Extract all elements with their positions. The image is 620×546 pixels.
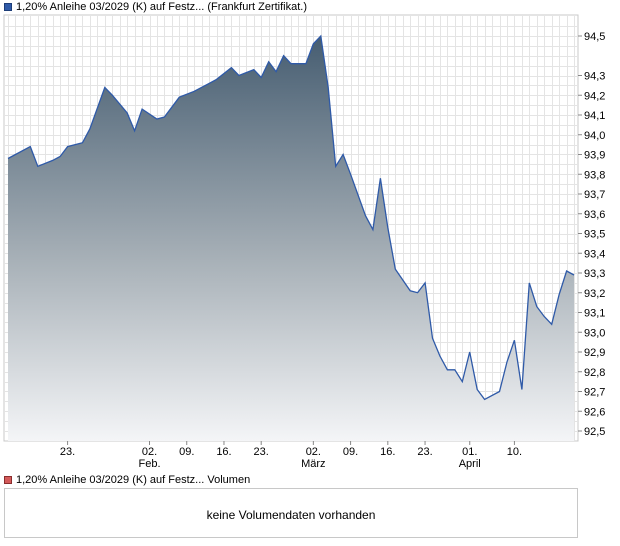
y-tick-label: 93,6	[584, 209, 605, 221]
x-tick-label: 23.	[254, 446, 269, 458]
y-tick-label: 93,1	[584, 308, 605, 320]
price-line	[7, 34, 575, 401]
y-tick-label: 93,8	[584, 169, 605, 181]
x-month-label: April	[459, 458, 481, 470]
x-month-label: Feb.	[138, 458, 160, 470]
price-legend-swatch	[4, 3, 12, 11]
y-tick-label: 93,2	[584, 288, 605, 300]
x-tick-label: 09.	[343, 446, 358, 458]
y-tick-label: 94,2	[584, 90, 605, 102]
y-tick-label: 93,4	[584, 248, 605, 260]
y-tick-label: 93,0	[584, 327, 605, 339]
x-tick-label: 16.	[380, 446, 395, 458]
x-tick-label: 23.	[417, 446, 432, 458]
price-chart: CK94,594,394,294,194,093,993,893,793,693…	[3, 14, 605, 470]
x-tick-label: 10.	[507, 446, 522, 458]
x-tick-label: 02.	[306, 446, 321, 458]
price-legend: 1,20% Anleihe 03/2029 (K) auf Festz... (…	[4, 0, 307, 14]
y-tick-label: 92,5	[584, 426, 605, 438]
y-tick-label: 93,5	[584, 229, 605, 241]
y-tick-label: 93,3	[584, 268, 605, 280]
x-tick-label: 09.	[179, 446, 194, 458]
x-tick-label: 02.	[142, 446, 157, 458]
y-tick-label: 92,7	[584, 387, 605, 399]
y-tick-label: 92,9	[584, 347, 605, 359]
y-tick-label: 92,8	[584, 367, 605, 379]
y-tick-label: 93,7	[584, 189, 605, 201]
price-legend-label: 1,20% Anleihe 03/2029 (K) auf Festz... (…	[16, 1, 308, 13]
volume-legend: 1,20% Anleihe 03/2029 (K) auf Festz... V…	[4, 473, 250, 487]
y-tick-label: 94,5	[584, 31, 605, 43]
y-tick-label: 92,6	[584, 406, 605, 418]
volume-legend-swatch	[4, 476, 12, 484]
x-tick-label: 16.	[216, 446, 231, 458]
y-tick-label: 94,0	[584, 130, 605, 142]
volume-panel: keine Volumendaten vorhanden	[4, 488, 578, 538]
volume-legend-label: 1,20% Anleihe 03/2029 (K) auf Festz... V…	[16, 474, 251, 486]
volume-empty-message: keine Volumendaten vorhanden	[206, 508, 376, 522]
x-month-label: März	[301, 458, 325, 470]
y-tick-label: 93,9	[584, 150, 605, 162]
x-tick-label: 01.	[462, 446, 477, 458]
y-tick-label: 94,1	[584, 110, 605, 122]
y-tick-label: 94,3	[584, 71, 605, 83]
x-tick-label: 23.	[60, 446, 75, 458]
